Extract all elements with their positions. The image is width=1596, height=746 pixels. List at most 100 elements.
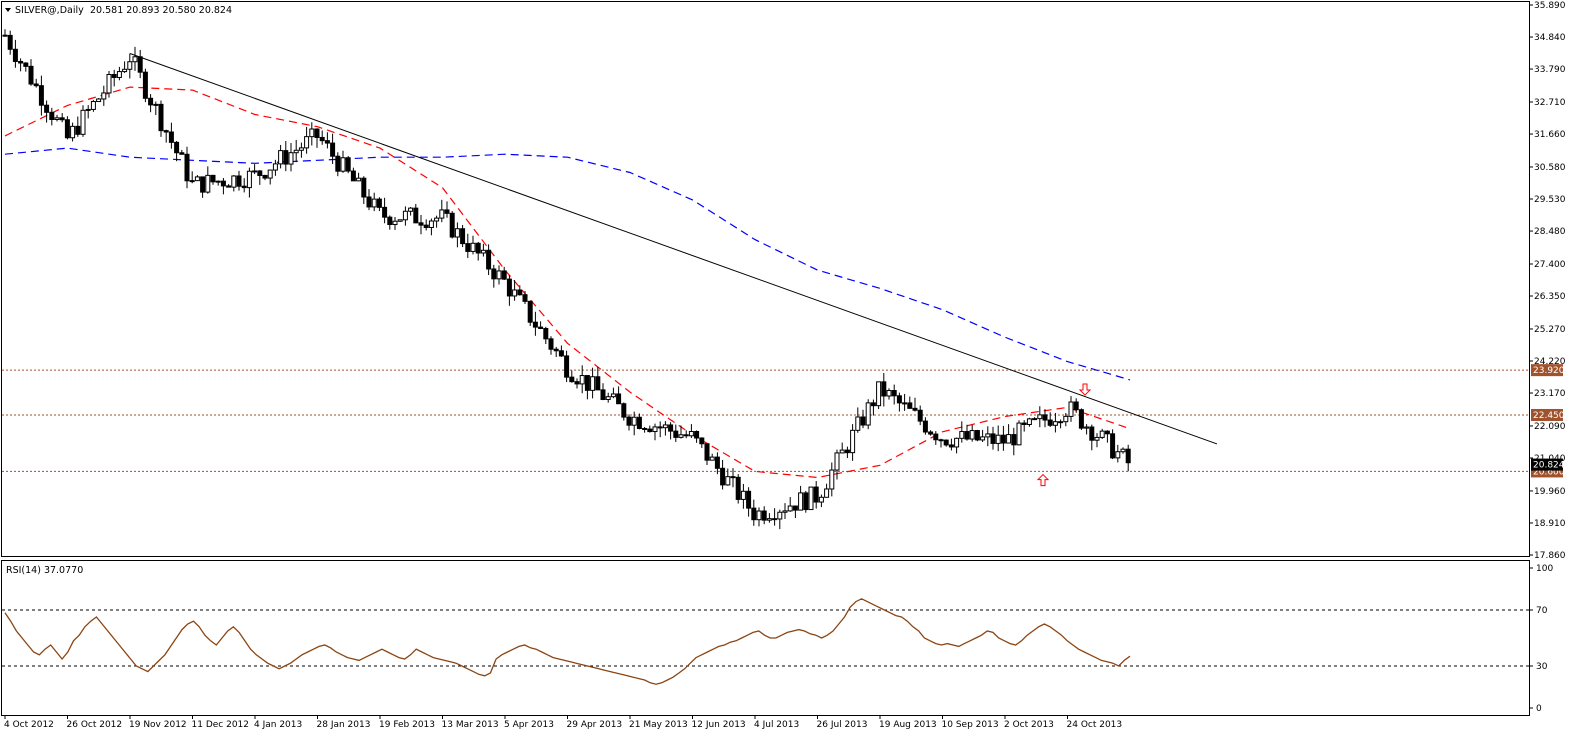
candle-body [1104,430,1110,435]
candle-body [1063,415,1069,423]
candle-body [480,249,486,254]
level-tag-bg [1531,408,1563,421]
x-axis-ticks: 4 Oct 2012 26 Oct 2012 19 Nov 2012 11 Dec 2… [4,715,1122,730]
y-tick-label: 27.400 [1534,260,1566,270]
x-tick-label: 26 Oct 2012 [67,720,123,730]
candle-body [298,147,304,151]
y-tick-label: 28.480 [1534,227,1566,237]
candle-body [491,268,497,280]
candle-body [7,34,13,50]
ohlc-label: 20.581 20.893 20.580 20.824 [90,5,232,16]
candle-body [309,128,315,138]
candle-body [350,170,356,182]
candle-body [636,416,642,429]
candle-body [1125,448,1131,464]
candle-body [626,416,632,426]
candle-body [2,34,8,37]
y-tick-label: 25.270 [1534,325,1566,335]
candle-body [647,428,653,433]
candle-body [766,518,772,521]
candle-body [1032,418,1038,421]
current-price-tag: 20.824 [1533,461,1565,471]
candle-body [127,61,133,70]
candle-body [454,228,460,238]
x-tick-label: 19 Nov 2012 [129,720,187,730]
candle-body [304,136,310,149]
candle-body [231,175,237,188]
y-tick-label: 34.840 [1534,33,1566,43]
candle-body [579,375,585,385]
candle-body [163,130,169,133]
rsi-indicator [2,598,1529,685]
candle-body [683,434,689,437]
current-price-tag-bg [1531,458,1563,471]
candle-body [756,510,762,521]
candle-body [371,198,377,208]
candle-body [382,206,388,218]
candle-body [475,242,481,254]
candle-body [1058,421,1064,424]
candle-body [418,222,424,226]
candle-body [1052,421,1058,426]
candle-body [720,467,726,486]
candle-body [907,402,913,409]
candle-body [210,174,216,183]
candle-body [569,376,575,383]
candle-body [200,176,206,193]
y-tick-label: 35.890 [1534,1,1566,11]
candle-body [12,48,18,62]
main-panel-frame [1,1,1530,557]
candle-body [512,289,518,297]
candle-body [891,390,897,397]
candle-body [205,174,211,193]
candle-body [392,220,398,226]
candle-body [865,402,871,426]
candle-body [257,170,263,176]
moving-averages [4,86,1131,479]
candle-body [262,174,268,179]
candle-body [1026,418,1032,426]
candle-body [28,65,34,85]
level-tag: 23.920 [1533,366,1565,376]
candle-body [132,56,138,63]
candle-body [1047,419,1053,426]
candle-body [465,243,471,252]
y-tick-label: 30.580 [1534,163,1566,173]
candle-body [709,456,715,461]
candle-body [194,176,200,182]
candle-body [1120,448,1126,453]
candle-body [402,210,408,221]
candle-body [881,381,887,397]
y-tick-label: 31.660 [1534,130,1566,140]
candle-body [844,449,850,454]
candle-body [964,431,970,440]
candle-body [293,149,299,154]
candle-body [1068,401,1074,417]
candle-body [761,510,767,521]
candle-body [189,180,195,183]
candle-body [148,97,154,106]
candle-body [64,119,70,139]
chart-title: SILVER@,Daily 20.581 20.893 20.580 20.82… [5,5,232,16]
candle-body [142,71,148,99]
candle-body [813,486,819,503]
trendline [129,53,1218,445]
candle-body [954,437,960,448]
signal-arrows [1036,383,1092,487]
candle-body [106,74,112,94]
candle-body [725,476,731,486]
candle-body [652,426,658,433]
rsi-tick-label: 30 [1536,662,1548,672]
horizontal-levels [2,369,1529,472]
candle-body [751,507,757,521]
candle-body [662,424,668,429]
candle-body [283,150,289,165]
candle-body [605,396,611,400]
candle-body [740,490,746,500]
candle-body [506,278,512,297]
candle-body [1021,422,1027,426]
ma-blue-line [4,147,1131,381]
candle-body [943,439,949,446]
symbol-label: SILVER@,Daily [15,5,84,16]
candle-body [527,300,533,323]
